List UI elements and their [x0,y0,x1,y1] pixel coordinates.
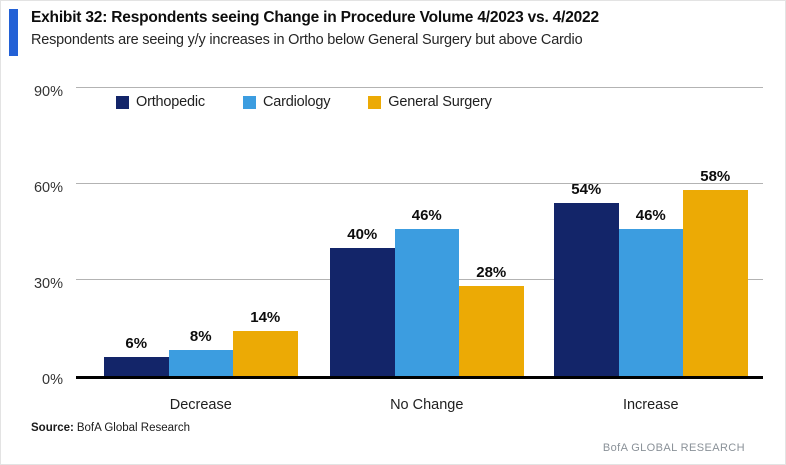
legend-swatch-icon [116,95,129,109]
bar-value-label: 6% [125,334,148,352]
legend-label: General Surgery [388,94,492,110]
x-axis-label: Increase [622,397,679,413]
gridline [76,87,763,88]
bar-cell: 40% [330,91,395,376]
bar-cell: 46% [618,91,683,376]
bar-value-label: 46% [635,206,666,224]
bar-value-label: 54% [571,181,602,199]
bar-group: 40% 46% 28% [330,91,524,376]
bar-cell: 28% [459,91,524,376]
bar-cell: 14% [233,91,298,376]
x-axis-label: Decrease [169,397,232,413]
legend-swatch-icon [368,95,382,109]
source-label: Source: [31,422,74,434]
bar-cell: 46% [394,91,459,376]
plot-area: 6% 8% 14% 40% 46% 28% 54% 46% 58% [76,87,763,379]
y-tick-label: 90% [33,84,63,100]
y-tick-label: 60% [33,180,63,196]
bar-value-label: 14% [250,309,281,327]
source-text: BofA Global Research [76,422,190,434]
bar-value-label: 46% [411,206,442,224]
title-accent-bar [9,9,18,56]
bar-value-label: 40% [347,226,378,243]
bar-value-label: 8% [189,328,212,346]
bar-cell: 54% [554,91,619,376]
exhibit-title: Exhibit 32: Respondents seeing Change in… [31,9,599,26]
bar [233,331,298,376]
legend-item: Cardiology [242,94,331,110]
exhibit-subtitle: Respondents are seeing y/y increases in … [31,32,583,48]
bar [618,228,683,376]
legend-label: Orthopedic [136,94,205,110]
bar [168,350,233,376]
y-tick-label: 30% [33,276,63,292]
bar [104,356,169,376]
bar-value-label: 58% [700,168,731,186]
y-axis: 0% 30% 60% 90% [1,84,63,388]
brand-mark: BofA GLOBAL RESEARCH [602,442,745,454]
bar [683,190,748,376]
bar [554,203,619,376]
bar [330,248,395,376]
bar-cell: 6% [104,91,169,376]
source-line: Source: BofA Global Research [31,422,190,434]
legend-item: Orthopedic [116,94,205,110]
chart-legend: Orthopedic Cardiology General Surgery [116,94,492,110]
bar-cell: 8% [168,91,233,376]
gridline [76,183,763,184]
bar-cell: 58% [683,91,748,376]
y-tick-label: 0% [42,372,63,388]
bar-group: 6% 8% 14% [104,91,298,376]
bar-group: 54% 46% 58% [554,91,748,376]
bar [394,228,459,376]
bar [459,286,524,376]
legend-swatch-icon [242,95,256,109]
legend-item: General Surgery [368,94,492,110]
bar-value-label: 28% [476,264,507,282]
legend-label: Cardiology [262,94,331,110]
x-axis-label: No Change [390,397,464,413]
